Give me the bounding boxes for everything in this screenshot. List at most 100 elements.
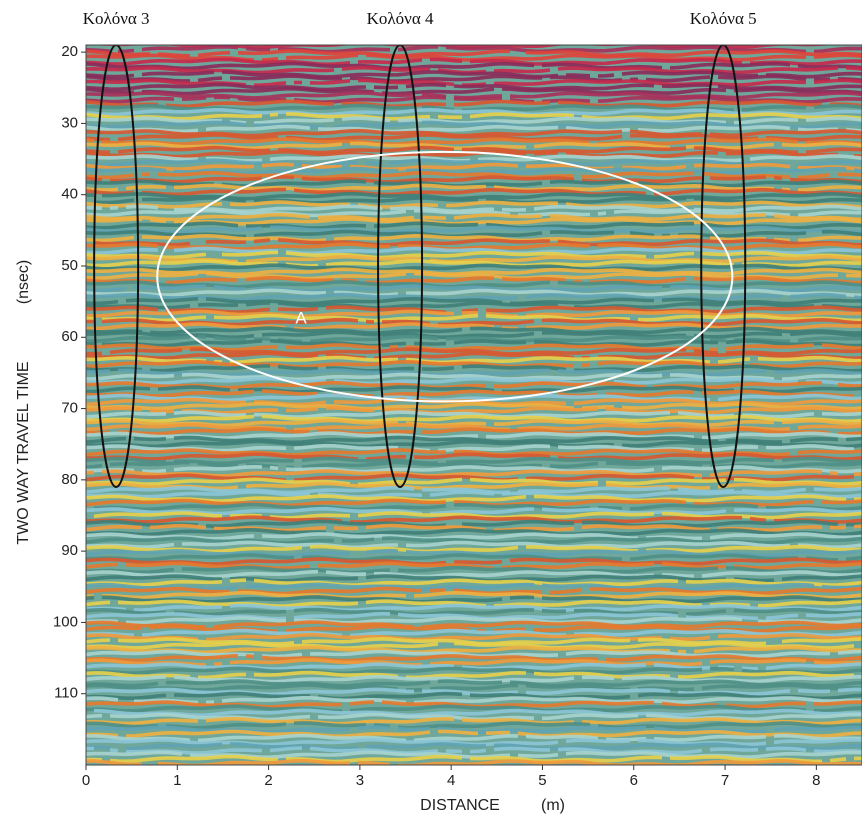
radar-stripe <box>86 87 862 96</box>
x-tick-label: 6 <box>630 772 638 789</box>
radar-stripe <box>86 376 862 386</box>
x-axis-label: DISTANCE <box>420 797 500 814</box>
radar-stripe <box>86 183 862 193</box>
radar-stripe <box>86 452 862 461</box>
y-axis-unit: (nsec) <box>15 260 32 304</box>
x-tick-label: 8 <box>812 772 820 789</box>
radar-stripe <box>86 380 862 390</box>
radar-stripe <box>86 112 862 121</box>
radar-stripe <box>86 553 862 562</box>
y-tick-label: 70 <box>61 400 78 417</box>
radar-stripe <box>86 317 862 327</box>
radar-stripe <box>86 649 862 659</box>
radar-stripe <box>86 242 862 251</box>
column-label: Κολόνα 3 <box>83 9 150 28</box>
x-tick-label: 4 <box>447 772 455 789</box>
x-tick-label: 5 <box>538 772 546 789</box>
radar-stripe <box>86 439 862 449</box>
radar-stripe <box>86 322 862 331</box>
radar-stripe <box>86 137 862 146</box>
radar-stripe <box>86 368 862 377</box>
radar-stripe <box>86 107 862 117</box>
y-tick-label: 80 <box>61 471 78 488</box>
radar-stripe <box>86 103 862 113</box>
radar-stripe <box>86 343 862 352</box>
radar-stripe <box>86 679 862 688</box>
radar-stripe <box>86 637 862 646</box>
y-tick-label: 60 <box>61 328 78 345</box>
radar-stripe <box>86 595 862 604</box>
y-tick-label: 40 <box>61 186 78 203</box>
radar-stripe <box>86 561 862 570</box>
radar-stripe <box>86 515 862 524</box>
radar-stripe <box>86 658 862 667</box>
radar-stripe <box>86 330 862 340</box>
radar-stripe <box>86 410 862 419</box>
y-tick-label: 90 <box>61 542 78 559</box>
y-tick-label: 50 <box>61 257 78 274</box>
radar-stripe <box>86 57 862 67</box>
radar-stripe <box>86 750 862 759</box>
radar-stripe <box>86 578 862 587</box>
x-tick-label: 0 <box>82 772 90 789</box>
radar-stripe <box>86 187 862 197</box>
radar-stripe <box>86 70 862 79</box>
radar-stripe <box>86 666 862 676</box>
radar-stripe <box>86 737 862 747</box>
column-label: Κολόνα 5 <box>690 9 757 28</box>
radar-stripe <box>86 372 862 382</box>
radar-stripe <box>86 284 862 293</box>
zone-label: A <box>295 309 307 328</box>
radar-stripe <box>86 632 862 642</box>
radar-stripe <box>93 196 862 205</box>
radar-stripe <box>86 742 862 751</box>
radar-stripe <box>86 208 862 218</box>
radar-stripe <box>86 540 862 550</box>
radar-stripe <box>86 675 862 684</box>
radar-stripe <box>86 712 862 722</box>
radar-stripe <box>86 422 862 432</box>
radar-stripe <box>86 582 862 592</box>
radar-stripe <box>86 574 862 583</box>
x-tick-label: 3 <box>356 772 364 789</box>
x-tick-label: 1 <box>173 772 181 789</box>
radar-stripe <box>86 45 862 54</box>
radar-stripe <box>86 347 862 356</box>
radar-stripe <box>86 569 862 579</box>
radar-texture <box>86 45 862 765</box>
radar-stripe <box>86 385 862 394</box>
y-tick-label: 100 <box>53 613 78 630</box>
radar-stripe <box>86 494 862 503</box>
radar-stripe <box>86 175 862 184</box>
y-tick-label: 20 <box>61 43 78 60</box>
radar-stripe <box>86 359 862 369</box>
plot-frame <box>85 44 862 766</box>
zone-ellipse <box>156 150 734 403</box>
column-label: Κολόνα 4 <box>367 9 434 28</box>
x-tick-label: 2 <box>264 772 272 789</box>
radar-stripe <box>86 691 862 701</box>
radar-stripe <box>86 704 862 713</box>
radar-stripe <box>86 477 862 487</box>
radar-stripe <box>86 758 862 765</box>
radar-stripe <box>86 158 862 167</box>
radar-stripe <box>86 149 862 159</box>
radar-stripe <box>86 519 862 529</box>
radar-stripe <box>86 406 862 415</box>
y-tick-label: 30 <box>61 114 78 131</box>
x-tick-label: 7 <box>721 772 729 789</box>
radar-stripe <box>86 53 862 62</box>
radar-stripe <box>86 725 862 734</box>
y-axis-label: TWO WAY TRAVEL TIME <box>15 361 32 544</box>
radar-stripe <box>86 490 862 499</box>
radar-stripe <box>93 708 862 718</box>
radar-stripe <box>93 502 862 512</box>
radar-stripe <box>86 565 862 575</box>
radar-stripe <box>86 654 862 663</box>
radar-stripe <box>86 263 862 272</box>
radar-stripe <box>86 536 862 545</box>
radar-stripe <box>86 280 862 289</box>
radar-stripe <box>86 91 862 100</box>
radar-stripe <box>86 166 862 176</box>
